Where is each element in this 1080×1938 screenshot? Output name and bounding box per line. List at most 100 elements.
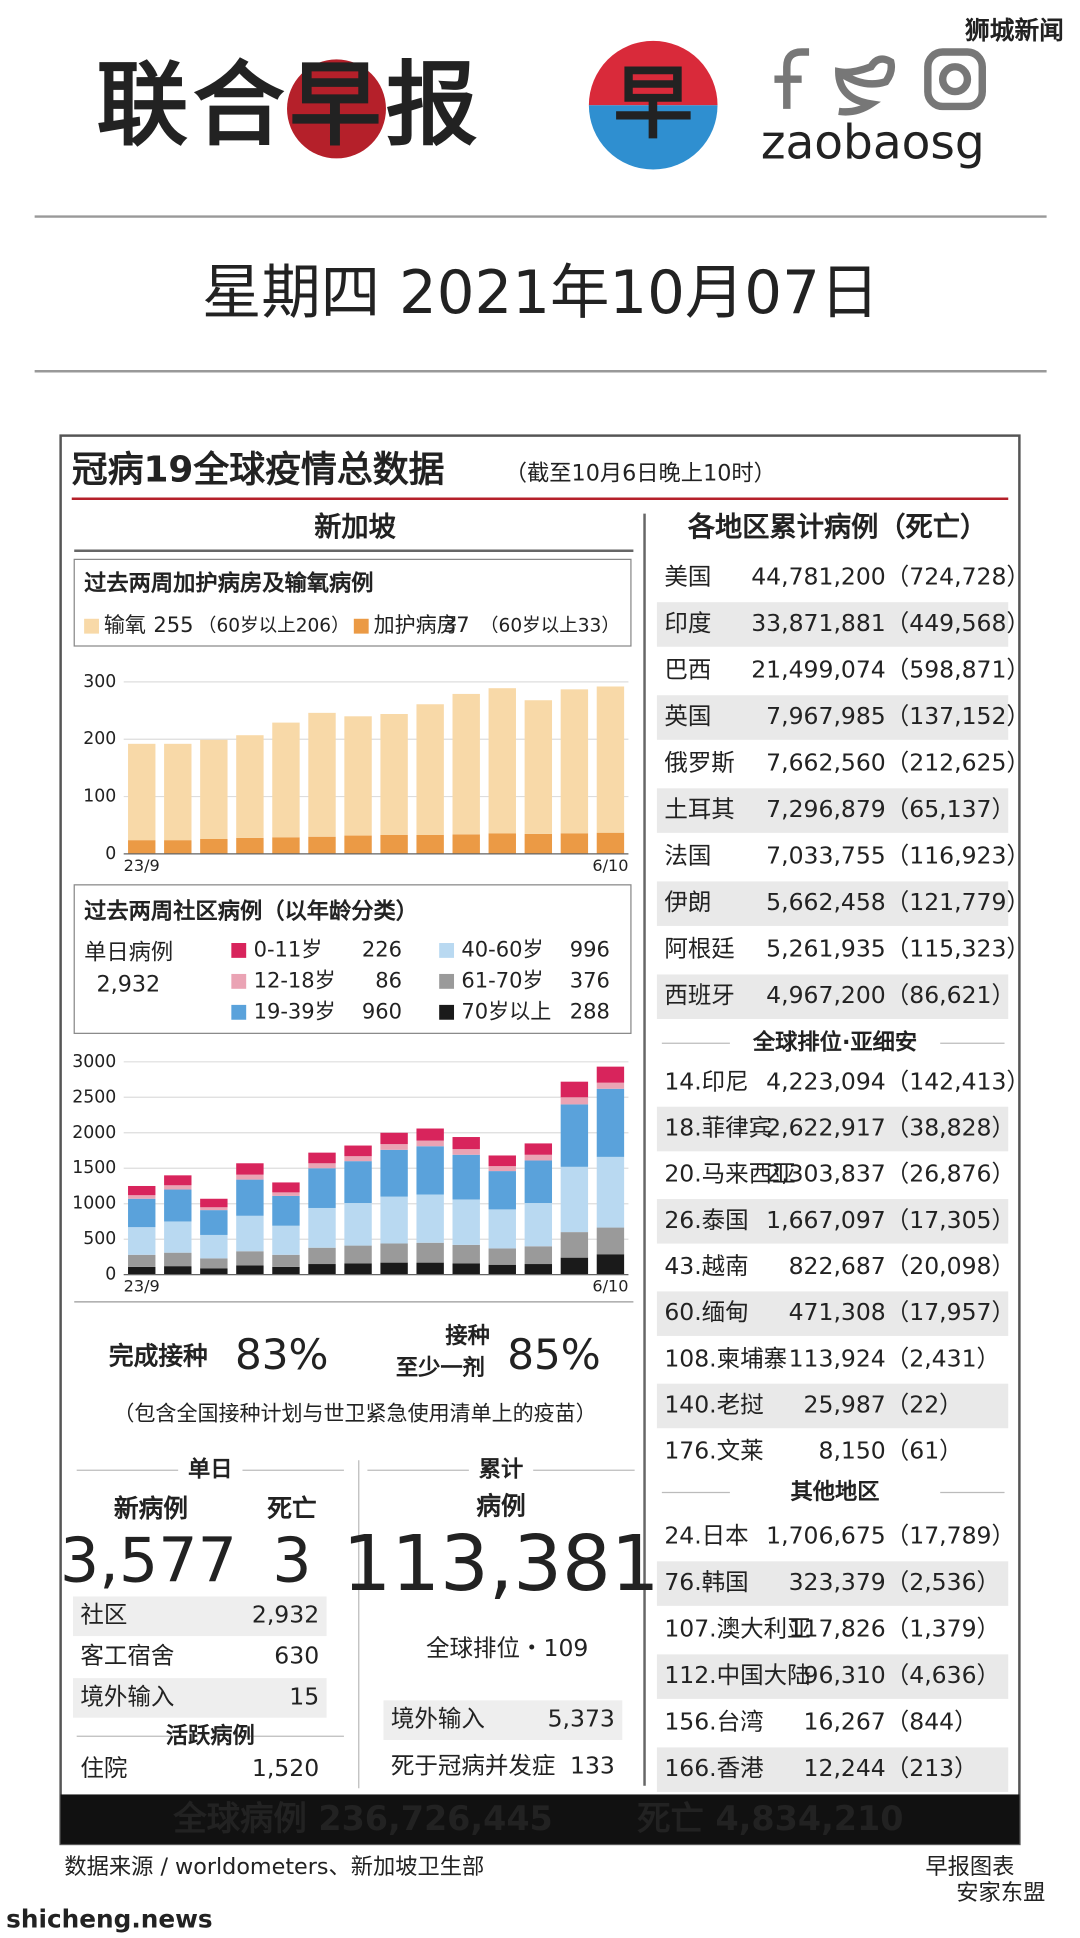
region-name: 18.菲律宾 [664,1114,772,1142]
region-deaths: （115,323） [886,935,1030,963]
row-value: 15 [289,1682,319,1710]
bar-segment [344,1245,372,1264]
row-value: 5,373 [548,1705,615,1733]
region-deaths: （17,789） [886,1522,1015,1550]
region-deaths: （22） [886,1390,963,1418]
vacc-value: 85% [507,1330,600,1379]
date: 星期四 2021年10月07日 [202,259,879,328]
bar-segment [272,837,300,854]
bar-segment [488,1166,516,1172]
stat-label: 死亡 [267,1494,316,1523]
bar-segment [128,1198,156,1228]
bar-segment [380,1132,408,1145]
row-label: 死于冠病并发症 [391,1752,555,1780]
footer-bar [60,1794,1020,1844]
legend-label: 12-18岁 [254,967,336,992]
legend-total: 2,932 [96,972,160,998]
y-tick-label: 0 [105,844,116,864]
row-label: 住院 [80,1754,127,1782]
region-deaths: （65,137） [886,795,1015,823]
bar-segment [560,1081,589,1098]
stat-value: 3,577 [60,1524,237,1596]
region-deaths: （212,625） [886,749,1030,777]
bar-segment [416,1194,444,1243]
region-cases: 16,267 [804,1708,886,1736]
y-tick-label: 0 [105,1265,116,1285]
bar-segment [416,834,444,854]
region-deaths: （598,871） [886,655,1030,683]
region-deaths: （26,876） [886,1160,1015,1188]
bar-segment [308,1163,336,1169]
vacc-label: 完成接种 [109,1342,208,1371]
y-tick-label: 3000 [72,1052,116,1072]
bar-segment [200,1258,228,1269]
region-cases: 1,706,675 [766,1522,886,1550]
logo-top [588,40,718,106]
bar-segment [128,743,156,841]
bar-segment [236,735,264,838]
bar-segment [524,1246,553,1265]
bar-segment [236,1265,264,1275]
y-tick-label: 300 [83,672,116,692]
legend-annotation: 单日病例 [84,939,173,965]
row-value: 1,520 [252,1754,319,1782]
bar-segment [488,1155,516,1167]
region-cases: 1,667,097 [766,1206,886,1234]
bar-segment [272,1182,300,1193]
row-bg [656,1561,1009,1606]
bar-segment [344,1156,372,1162]
bar-segment [488,1248,516,1265]
region-cases: 96,310 [804,1661,886,1689]
facebook-icon [774,48,810,109]
region-name: 14.印尼 [664,1067,748,1095]
region-name: 巴西 [664,655,711,683]
legend-note: （60岁以上33） [480,616,620,637]
row-label: 客工宿舍 [80,1642,174,1670]
region-name: 法国 [664,842,711,870]
y-tick-label: 1500 [72,1158,116,1178]
legend-swatch [353,618,369,634]
region-deaths: （142,413） [886,1067,1030,1095]
bar-segment [416,704,444,835]
vacc-value: 83% [235,1330,328,1379]
bar-segment [308,1264,336,1275]
bar-segment [272,722,300,838]
legend-value: 255 [153,612,193,637]
bar-segment [308,1152,336,1164]
bar-segment [308,712,336,837]
bar-segment [488,688,516,834]
region-name: 美国 [664,562,711,590]
bar-segment [596,686,625,833]
logo-badge [287,59,386,159]
bar-segment [452,1244,480,1264]
legend-value: 86 [375,967,402,992]
vacc-label: 接种 [445,1323,490,1349]
bar-segment [452,1199,480,1245]
legend-swatch [231,943,247,958]
y-tick-label: 200 [83,729,116,749]
chart-title: 过去两周加护病房及输氧病例 [84,570,373,597]
bar-segment [164,743,192,841]
region-deaths: （61） [886,1437,963,1465]
bar-segment [272,1266,300,1275]
region-cases: 117,826 [789,1615,886,1643]
bar-segment [272,1195,300,1226]
bar-segment [596,1066,625,1083]
bar-segment [452,1149,480,1155]
subtitle: （截至10月6日晚上10时） [505,460,776,486]
bar-segment [416,1146,444,1195]
region-cases: 4,223,094 [766,1067,886,1095]
region-name: 107.澳大利亚 [664,1615,810,1643]
section-header: 全球排位·亚细安 [752,1029,917,1056]
bar-segment [380,713,408,835]
region-cases: 25,987 [804,1390,886,1418]
legend-label: 61-70岁 [461,967,543,992]
region-cases: 8,150 [819,1437,886,1465]
region-cases: 2,622,917 [766,1114,886,1142]
bar-segment [272,1225,300,1255]
region-name: 阿根廷 [664,935,734,963]
bar-segment [128,840,156,854]
region-name: 140.老挝 [664,1390,763,1418]
row-bg [72,1678,327,1718]
region-deaths: （2,431） [886,1344,1000,1372]
